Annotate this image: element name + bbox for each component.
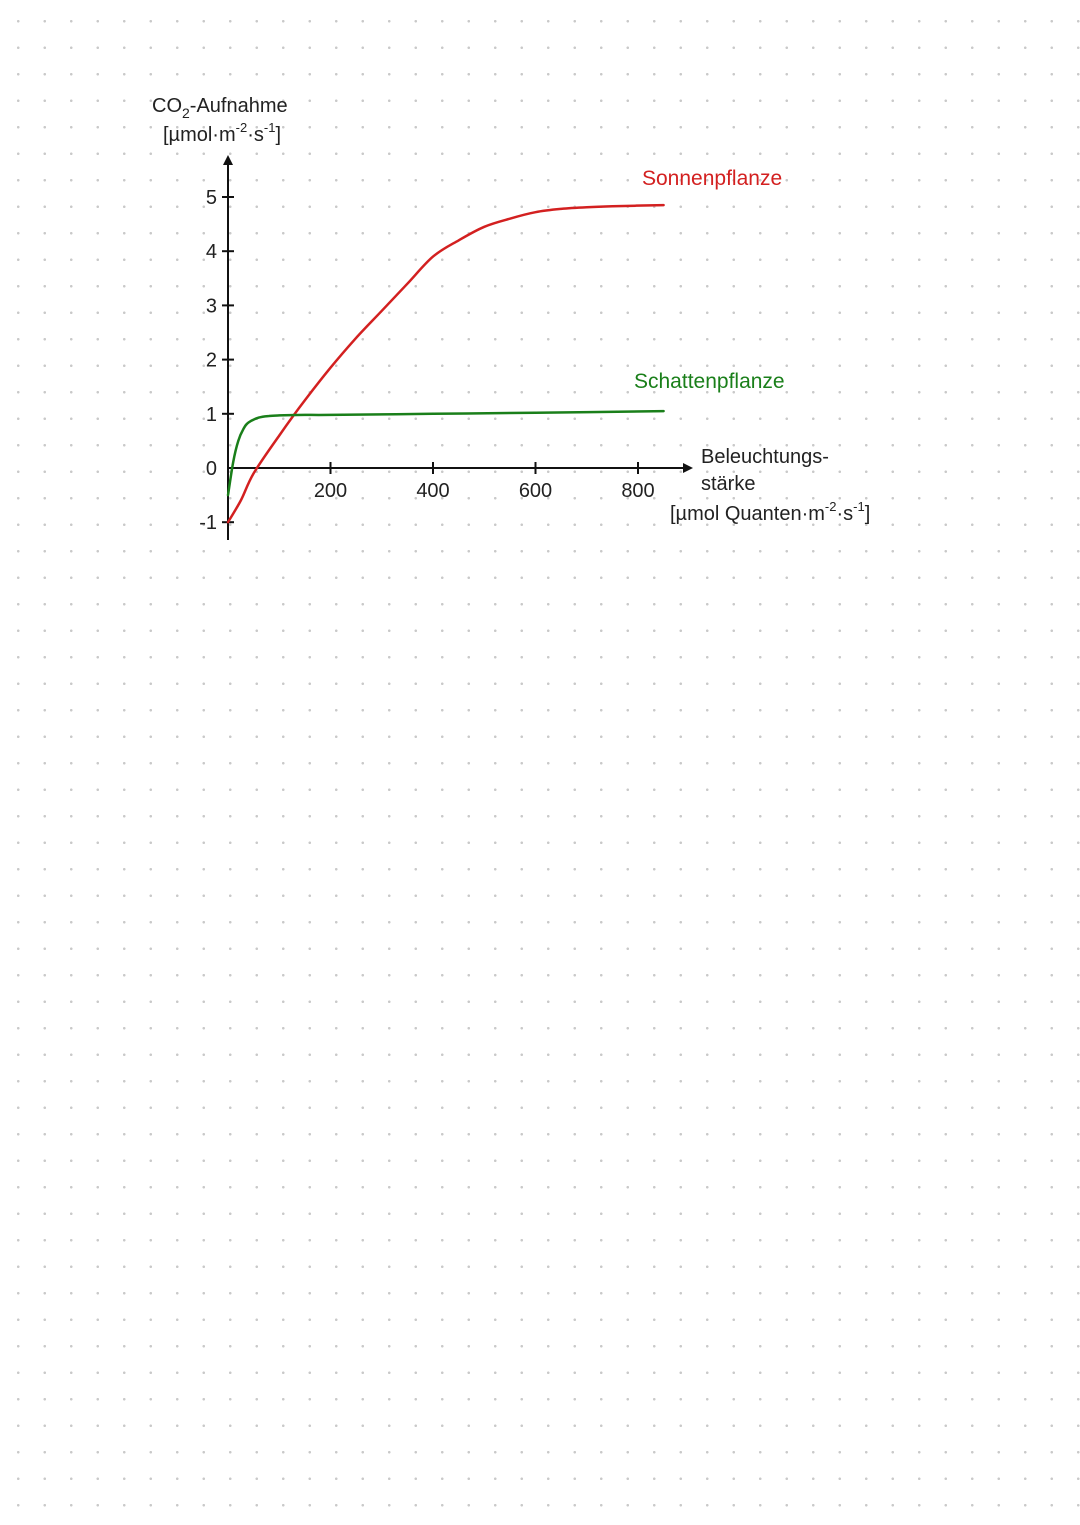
y-tick-label: 2 [206, 350, 217, 372]
x-unit-part-3: ] [865, 503, 871, 525]
y-tick-label: 3 [206, 295, 217, 317]
x-unit-exp-2: -1 [853, 499, 865, 514]
y-unit-exp-2: -1 [264, 120, 276, 135]
x-unit-part-2: ·s [836, 503, 853, 525]
y-axis-title-subscript: 2 [182, 105, 190, 121]
y-unit-part-2: ·s [247, 124, 264, 146]
x-tick-label: 800 [621, 480, 654, 502]
x-axis-unit: [µmol Quanten·m-2·s-1] [670, 499, 870, 525]
x-ticks: 200 400 600 800 [314, 462, 655, 502]
series-sonnenpflanze-line [226, 203, 665, 524]
y-ticks: 5 4 3 2 1 0 -1 [199, 187, 234, 534]
series-label-schattenpflanze: Schattenpflanze [634, 370, 785, 393]
y-axis-title-rest: -Aufnahme [190, 95, 288, 117]
x-tick-label: 600 [519, 480, 552, 502]
series-schattenpflanze-line [226, 409, 665, 497]
y-axis-unit: [µmol·m-2·s-1] [163, 120, 281, 146]
x-unit-exp-1: -2 [825, 499, 837, 514]
y-tick-label: -1 [199, 512, 217, 534]
x-axis-title-line2: stärke [701, 473, 755, 495]
x-axis-title-line1: Beleuchtungs- [701, 446, 829, 468]
y-unit-exp-1: -2 [236, 120, 248, 135]
series-label-sonnenpflanze: Sonnenpflanze [642, 167, 782, 190]
y-axis-title-co: CO [152, 95, 182, 117]
y-tick-label: 4 [206, 241, 217, 263]
y-tick-label: 0 [206, 458, 217, 480]
y-tick-label: 1 [206, 404, 217, 426]
y-axis-title: CO2-Aufnahme [152, 95, 288, 121]
x-unit-part-1: [µmol Quanten·m [670, 503, 825, 525]
y-unit-part-1: [µmol·m [163, 124, 236, 146]
x-tick-label: 200 [314, 480, 347, 502]
y-tick-label: 5 [206, 187, 217, 209]
y-unit-part-3: ] [275, 124, 281, 146]
x-tick-label: 400 [416, 480, 449, 502]
